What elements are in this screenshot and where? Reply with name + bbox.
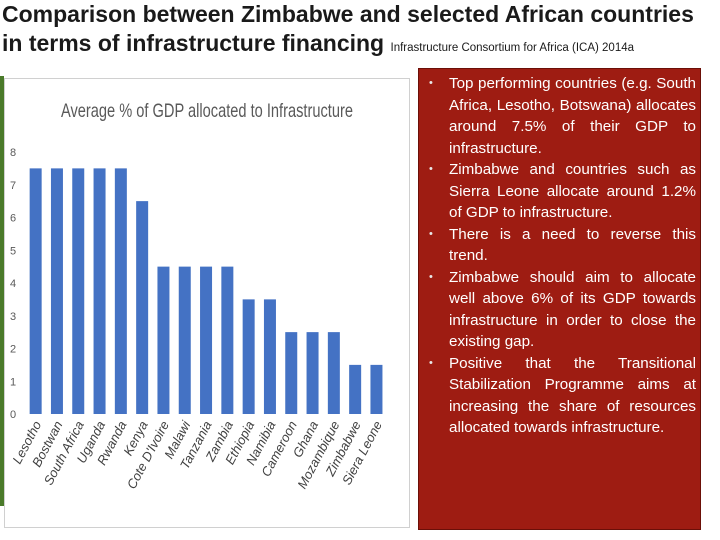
bar (114, 168, 127, 414)
chart-panel: Average % of GDP allocated to Infrastruc… (4, 78, 410, 528)
y-tick-label: 6 (10, 213, 16, 225)
bar (178, 266, 191, 414)
slide-title: Comparison between Zimbabwe and selected… (2, 0, 718, 63)
bullet-marker: • (429, 356, 433, 369)
y-tick-label: 5 (10, 245, 16, 257)
bar (50, 168, 63, 414)
bullet-marker: • (429, 270, 433, 283)
bullet-item: • Positive that the Transitional Stabiliz… (429, 353, 696, 439)
y-tick-label: 3 (10, 311, 16, 323)
bullet-item: • There is a need to reverse this trend. (429, 224, 696, 267)
bar (327, 332, 340, 414)
bar (93, 168, 106, 414)
y-tick-label: 8 (10, 147, 16, 159)
bar (285, 332, 298, 414)
bullet-item: • Zimbabwe should aim to allocate well ab… (429, 267, 696, 353)
bar (242, 299, 255, 414)
slide-title-text: Comparison between Zimbabwe and selected… (2, 1, 694, 56)
bullet-list: • Top performing countries (e.g. South Af… (419, 69, 700, 439)
chart-title: Average % of GDP allocated to Infrastruc… (61, 100, 353, 122)
bar (349, 364, 362, 414)
bullet-text: Positive that the Transitional Stabiliza… (449, 354, 696, 437)
source-note: Infrastructure Consortium for Africa (IC… (390, 42, 635, 54)
bar (136, 201, 149, 414)
bar (72, 168, 85, 414)
bars-group (29, 168, 383, 414)
y-tick-label: 7 (10, 180, 16, 192)
bullet-text: Top performing countries (e.g. South Afr… (449, 75, 696, 157)
bullet-text: There is a need to reverse this trend. (449, 225, 696, 265)
bar (370, 364, 383, 414)
bar (221, 266, 234, 414)
notes-panel: • Top performing countries (e.g. South Af… (418, 68, 701, 530)
y-tick-label: 4 (10, 278, 16, 290)
bullet-marker: • (429, 77, 433, 89)
y-axis: 0 1 2 3 4 5 6 7 8 (10, 147, 16, 421)
y-tick-label: 2 (10, 344, 16, 356)
y-tick-label: 1 (10, 376, 16, 388)
bar-chart: Average % of GDP allocated to Infrastruc… (9, 100, 385, 491)
bullet-text: Zimbabwe and countries such as Sierra Le… (449, 161, 696, 221)
bullet-item: • Top performing countries (e.g. South Af… (429, 73, 696, 159)
bar (306, 332, 319, 414)
bar (157, 266, 170, 414)
bullet-item: • Zimbabwe and countries such as Sierra L… (429, 159, 696, 224)
y-tick-label: 0 (10, 409, 16, 421)
bullet-marker: • (429, 163, 433, 175)
accent-bar (0, 76, 4, 506)
bullet-marker: • (429, 227, 433, 240)
bar (263, 299, 276, 414)
bar (29, 168, 42, 414)
bar (200, 266, 213, 414)
bullet-text: Zimbabwe should aim to allocate well abo… (449, 268, 696, 351)
